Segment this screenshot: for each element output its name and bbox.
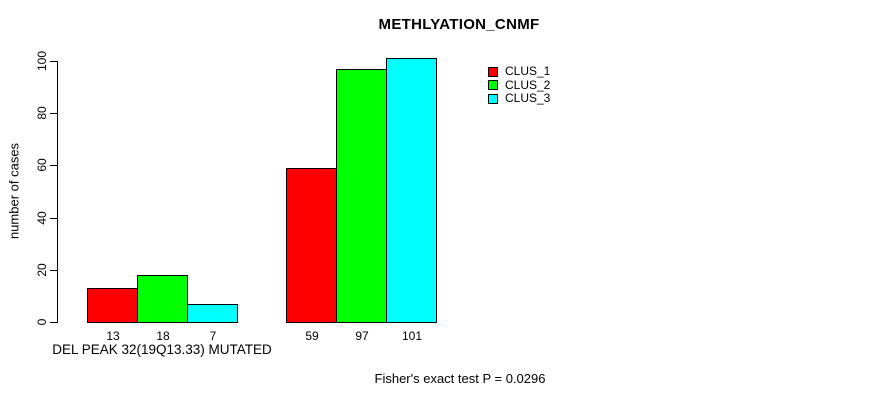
bar-value-label: 59 [305,329,319,343]
legend: CLUS_1 CLUS_2 CLUS_3 [488,65,550,106]
bar-clus_1-group1 [87,288,138,323]
y-tick-label: 40 [35,211,49,225]
x-group-label: DEL PEAK 32(19Q13.33) MUTATED [52,342,272,357]
bar-clus_1-group2 [286,168,337,323]
legend-swatch [488,80,498,91]
bar-value-label: 18 [156,329,170,343]
legend-swatch [488,93,498,104]
y-axis-line [57,61,58,323]
y-tick-label: 0 [35,318,49,326]
y-axis-tick [50,165,57,166]
y-tick-label: 80 [35,106,49,120]
y-axis-tick [50,61,57,62]
bar-clus_2-group2 [336,69,387,323]
y-axis-tick [50,322,57,323]
legend-label: CLUS_2 [505,77,551,92]
y-axis-tick [50,270,57,271]
bar-value-label: 13 [106,329,120,343]
legend-label: CLUS_3 [505,91,551,106]
legend-swatch [488,66,498,77]
y-tick-label: 100 [35,50,49,72]
fisher-test-annotation: Fisher's exact test P = 0.0296 [374,371,546,386]
bar-value-label: 7 [209,329,217,343]
legend-item: CLUS_2 [488,77,551,93]
chart-title: METHLYATION_CNMF [378,16,540,33]
y-tick-label: 60 [35,158,49,172]
legend-item: CLUS_1 [488,65,550,79]
bar-clus_3-group1 [187,304,238,323]
bar-clus_3-group2 [386,58,437,323]
bar-value-label: 97 [355,329,369,343]
bar-clus_2-group1 [137,275,188,323]
y-axis-tick [50,218,57,219]
legend-item: CLUS_3 [488,92,550,106]
y-tick-label: 20 [35,263,49,277]
bar-value-label: 101 [401,329,423,343]
legend-label: CLUS_1 [505,64,551,79]
y-axis-tick [50,113,57,114]
